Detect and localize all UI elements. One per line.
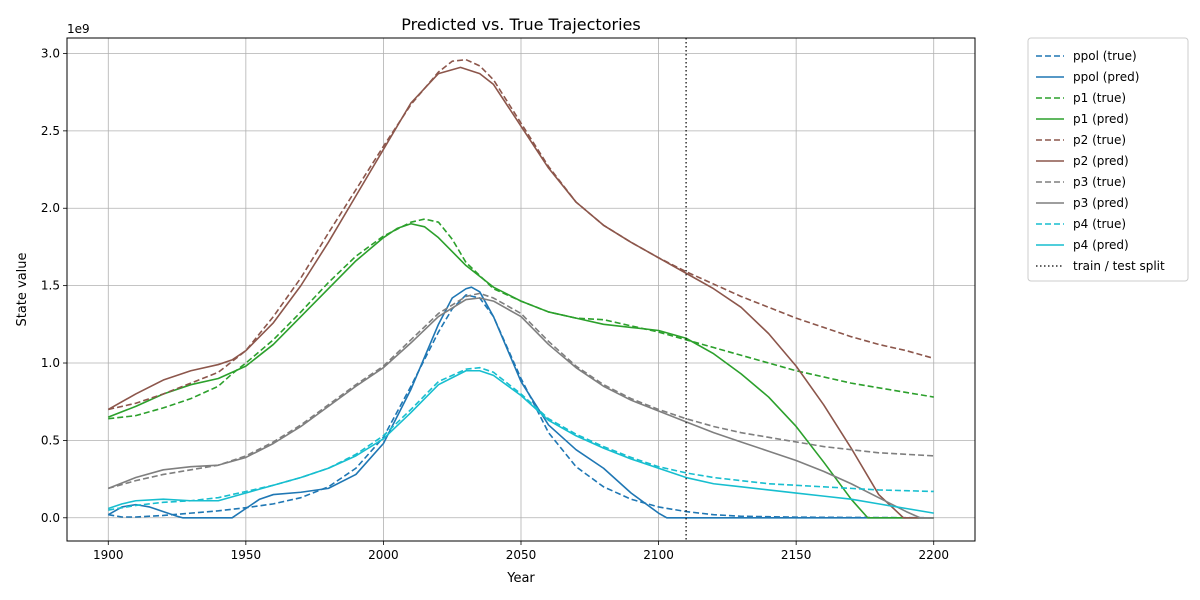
series-line-4	[108, 58, 934, 411]
legend-entry-label: p3 (true)	[1073, 175, 1126, 189]
legend-box	[1027, 37, 1189, 282]
y-axis-scale-label: 1e9	[67, 22, 90, 36]
x-tick-label: 2050	[506, 548, 537, 562]
y-axis-label: State value	[15, 252, 30, 326]
series-lines	[107, 38, 934, 541]
series-line-9	[108, 369, 934, 514]
chart-title: Predicted vs. True Trajectories	[401, 15, 640, 34]
x-tick-label: 2000	[368, 548, 399, 562]
legend-entry-label: p3 (pred)	[1073, 196, 1129, 210]
grid-lines	[67, 38, 975, 541]
series-line-2	[108, 218, 934, 420]
series-line-5	[107, 66, 934, 519]
plot-area	[107, 38, 934, 541]
legend: ppol (true) ppol (pred) p1 (true) p1 (pred)…	[1027, 37, 1189, 282]
legend-entry-label: train / test split	[1073, 259, 1165, 273]
y-tick-label: 1.5	[41, 279, 60, 293]
legend-entry-label: p2 (pred)	[1073, 154, 1129, 168]
series-line-1	[107, 286, 934, 519]
series-line-3	[107, 222, 934, 519]
legend-entry-label: ppol (true)	[1073, 49, 1137, 63]
y-tick-label: 0.5	[41, 433, 60, 447]
x-tick-label: 2150	[781, 548, 812, 562]
y-tick-label: 3.0	[41, 46, 60, 60]
legend-entry-label: ppol (pred)	[1073, 70, 1139, 84]
legend-entry-label: p4 (true)	[1073, 217, 1126, 231]
legend-entry-label: p1 (true)	[1073, 91, 1126, 105]
x-tick-label: 2100	[643, 548, 674, 562]
series-line-6	[108, 292, 934, 490]
series-line-0	[108, 294, 934, 519]
y-tick-label: 1.0	[41, 356, 60, 370]
axis-ticks: 1900 1950 2000 2050 2100 2150 2200 0.0 0.5 1.0 1.5…	[41, 46, 949, 562]
x-tick-label: 2200	[918, 548, 949, 562]
y-tick-label: 2.5	[41, 124, 60, 138]
legend-entry-label: p4 (pred)	[1073, 238, 1129, 252]
series-line-7	[107, 297, 934, 519]
series-line-8	[108, 366, 934, 511]
x-tick-label: 1950	[231, 548, 262, 562]
y-tick-label: 0.0	[41, 511, 60, 525]
x-tick-label: 1900	[93, 548, 124, 562]
x-axis-label: Year	[506, 571, 535, 586]
legend-entry-label: p1 (pred)	[1073, 112, 1129, 126]
y-tick-label: 2.0	[41, 201, 60, 215]
legend-entry-label: p2 (true)	[1073, 133, 1126, 147]
